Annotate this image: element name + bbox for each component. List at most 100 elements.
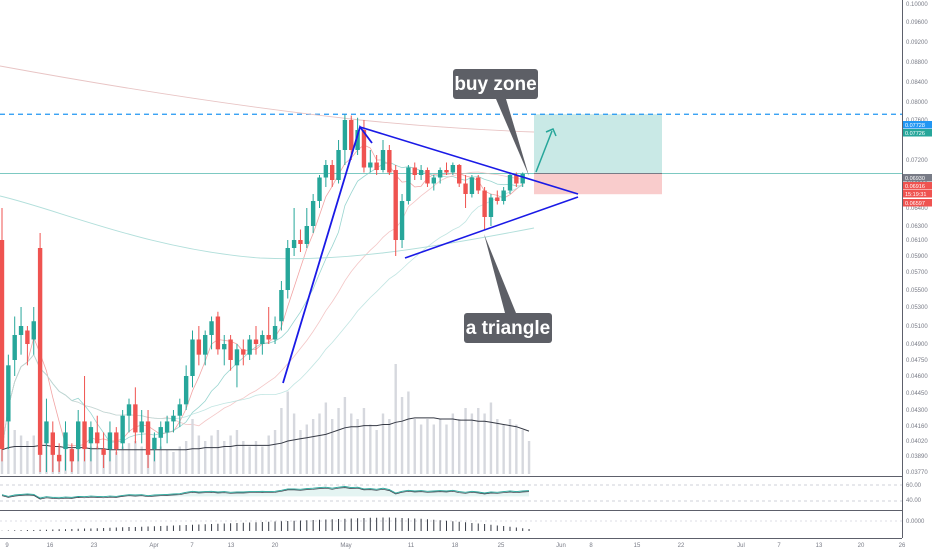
- price-tick-label: 0.10000: [906, 2, 928, 8]
- momentum-bar: [306, 520, 307, 531]
- momentum-bar: [325, 520, 326, 532]
- candle-body: [298, 240, 302, 244]
- candle-body: [267, 335, 271, 340]
- price-badge-label: 0.06597: [905, 201, 925, 207]
- momentum-bar: [503, 526, 504, 531]
- candle-body: [489, 198, 493, 218]
- momentum-bar: [440, 520, 441, 531]
- candle-body: [508, 175, 512, 191]
- volume-bar: [382, 414, 384, 475]
- volume-bar: [261, 447, 263, 475]
- candle-body: [324, 165, 328, 178]
- momentum-bar: [471, 523, 472, 531]
- candle-body: [159, 427, 163, 438]
- stop-zone: [534, 174, 662, 195]
- candle-body: [82, 421, 86, 449]
- momentum-bar: [90, 529, 91, 532]
- momentum-bar: [8, 531, 9, 532]
- candle-body: [63, 432, 67, 449]
- price-tick-label: 0.04600: [906, 374, 928, 380]
- candle-body: [171, 416, 175, 422]
- candle-body: [32, 321, 36, 339]
- candle-body: [51, 432, 55, 454]
- price-tick-label: 0.06300: [906, 224, 928, 230]
- momentum-bar: [71, 529, 72, 531]
- candle-body: [76, 421, 80, 449]
- momentum-bar: [287, 521, 288, 531]
- candle-body: [190, 340, 194, 377]
- candle-body: [521, 174, 525, 184]
- momentum-bar: [116, 528, 117, 532]
- volume-bar: [522, 430, 524, 474]
- time-tick-label: Apr: [149, 543, 158, 549]
- momentum-bar: [109, 528, 110, 531]
- volume-bar: [141, 447, 143, 475]
- time-tick-label: 15: [634, 543, 641, 549]
- volume-bar: [344, 397, 346, 474]
- volume-bar: [414, 419, 416, 474]
- volume-bar: [331, 419, 333, 474]
- candle-body: [374, 163, 378, 171]
- volume-bar: [369, 425, 371, 475]
- candle-body: [0, 240, 4, 449]
- volume-bar: [515, 425, 517, 475]
- candle-body: [6, 365, 10, 421]
- volume-bar: [223, 441, 225, 474]
- price-badge-label: 0.07728: [905, 123, 925, 129]
- volume-bar: [14, 430, 16, 474]
- momentum-bar: [148, 527, 149, 532]
- candle-body: [368, 163, 372, 168]
- momentum-bar: [122, 527, 123, 531]
- momentum-bar: [389, 518, 390, 532]
- candle-body: [120, 416, 124, 444]
- volume-bar: [210, 436, 212, 475]
- momentum-bar: [433, 520, 434, 531]
- time-tick-label: 25: [498, 543, 505, 549]
- momentum-bar: [383, 518, 384, 532]
- time-tick-label: 16: [47, 543, 54, 549]
- momentum-bar: [268, 522, 269, 531]
- price-tick-label: 0.06100: [906, 238, 928, 244]
- momentum-bar: [516, 528, 517, 532]
- volume-bar: [350, 414, 352, 475]
- momentum-bar: [135, 527, 136, 531]
- price-tick-label: 0.03890: [906, 454, 928, 460]
- momentum-bar: [243, 523, 244, 531]
- momentum-bar: [230, 523, 231, 531]
- candle-body: [279, 290, 283, 321]
- momentum-bar: [446, 521, 447, 531]
- price-tick-label: 0.04160: [906, 424, 928, 430]
- candle-body: [482, 191, 486, 218]
- volume-bar: [26, 441, 28, 474]
- volume-bar: [420, 425, 422, 475]
- candle-body: [222, 344, 226, 349]
- momentum-bar: [262, 522, 263, 531]
- time-tick-label: May: [340, 543, 351, 549]
- momentum-bar: [97, 528, 98, 531]
- candle-body: [44, 421, 48, 443]
- momentum-bar: [205, 524, 206, 531]
- candle-body: [184, 376, 188, 404]
- candle-body: [470, 178, 474, 195]
- volume-bar: [439, 419, 441, 474]
- volume-bar: [248, 447, 250, 475]
- time-tick-label: 26: [899, 543, 906, 549]
- candle-body: [501, 191, 505, 202]
- momentum-bar: [59, 529, 60, 531]
- volume-bar: [318, 414, 320, 475]
- rsi-tick-label: 60.00: [906, 483, 922, 489]
- momentum-bar: [408, 518, 409, 531]
- candle-body: [317, 178, 321, 202]
- candle-body: [209, 321, 213, 335]
- candle-body: [13, 335, 17, 360]
- momentum-bar: [27, 530, 28, 531]
- volume-bar: [509, 419, 511, 474]
- momentum-bar: [84, 529, 85, 532]
- volume-bar: [306, 425, 308, 475]
- momentum-bar: [78, 529, 79, 531]
- candle-body: [178, 404, 182, 415]
- annotation-triangle-label: a triangle: [466, 318, 550, 339]
- candle-body: [57, 455, 61, 461]
- candle-body: [451, 165, 455, 173]
